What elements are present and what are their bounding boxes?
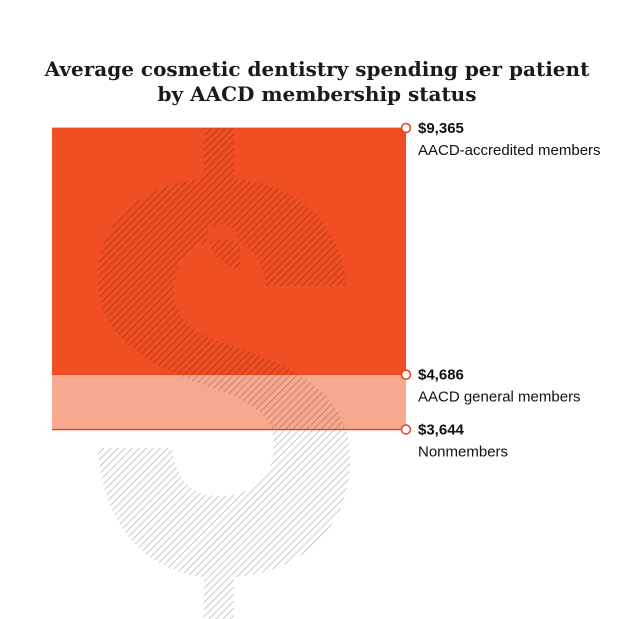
value-label-1: $9,365 <box>418 120 464 137</box>
category-label-2: AACD general members <box>418 389 581 406</box>
value-label-2: $4,686 <box>418 367 464 384</box>
category-label-1: AACD-accredited members <box>418 142 601 159</box>
value-label-3: $3,644 <box>418 422 465 439</box>
value-marker-3 <box>400 424 412 435</box>
value-marker-1 <box>400 122 412 134</box>
chart-title-line-2: by AACD membership status <box>158 82 477 106</box>
chart-title-line-1: Average cosmetic dentistry spending per … <box>44 57 590 81</box>
category-label-3: Nonmembers <box>418 444 508 461</box>
dollar-sign-icon <box>98 128 350 619</box>
labels-group: $9,365 AACD-accredited members $4,686 AACD … <box>52 120 601 461</box>
value-marker-2 <box>400 369 412 380</box>
